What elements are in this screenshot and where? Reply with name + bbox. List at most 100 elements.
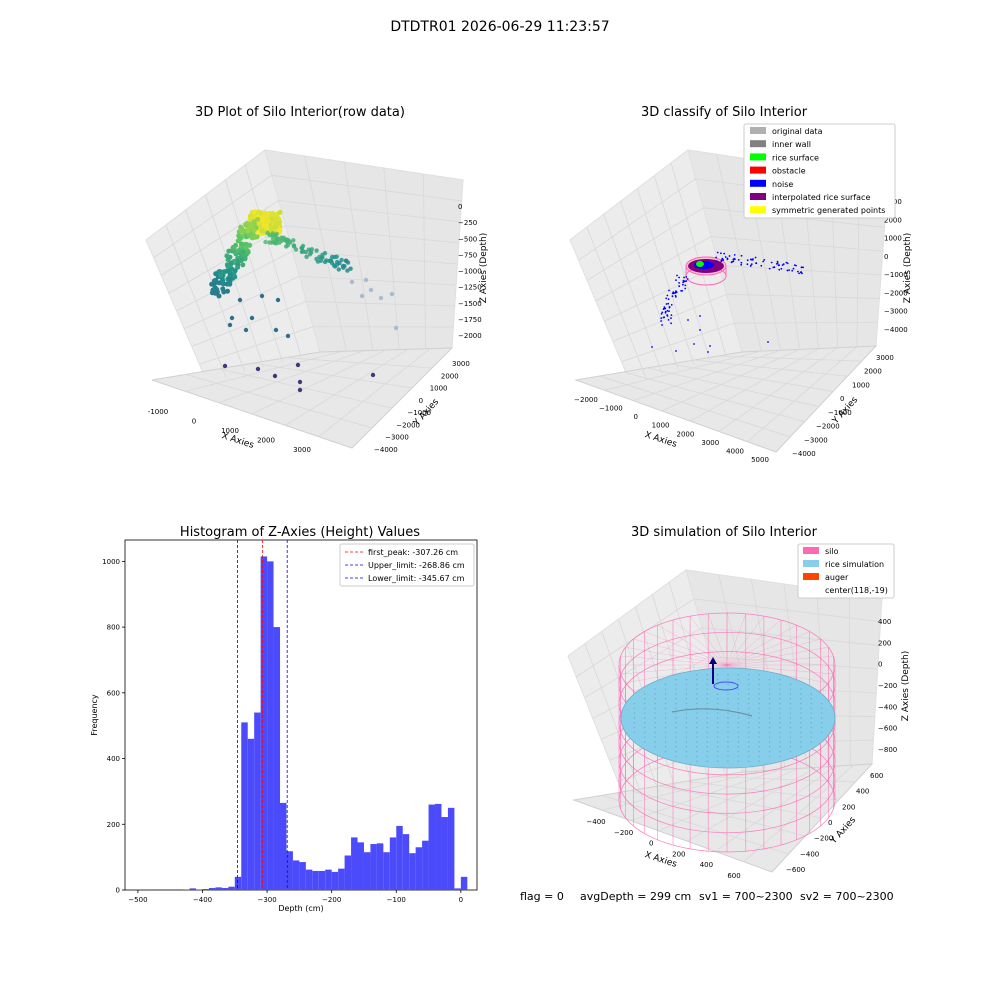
histogram-bar [305,869,313,890]
noise-point [663,316,666,319]
grid-line [165,224,227,378]
classify-3d-title: 3D classify of Silo Interior [641,105,808,120]
legend-label: rice surface [772,153,819,162]
noise-point [675,279,677,281]
data-point [213,271,219,277]
noise-point [670,317,672,319]
data-point [247,232,252,238]
rice-mesh-point [800,722,802,724]
data-point [259,293,265,299]
rice-mesh-point [789,693,792,695]
rice-mesh-point [685,702,688,705]
z_ticks-tick: −250 [458,219,477,227]
rice-mesh-point [727,726,729,729]
x_ticks-tick: 1000 [221,427,239,435]
grid-line [604,350,762,391]
grid-line [285,348,409,426]
simulation-panel: 3D simulation of Silo Interior −400 −200 0… [566,525,911,880]
z_ticks-tick: −1250 [458,284,482,292]
rice-mesh-point [789,707,792,710]
legend-swatch [750,166,766,174]
raw-grid [153,155,462,437]
classify-x-label: X Axies [643,430,678,450]
data-point [211,280,217,286]
grid-line [661,349,800,412]
grid-line [383,167,400,350]
rice-mesh-point [758,741,760,743]
noise-point [773,266,776,269]
rice-mesh-point [737,760,740,762]
grid-line [734,321,878,324]
rice-mesh-point [685,683,688,686]
rice-mesh-point [748,717,750,719]
x_ticks-tick: 200 [672,850,685,858]
data-point [277,209,283,215]
y-tick-label: 400 [107,755,120,763]
data-point [274,217,280,223]
histogram-y-label: Frequency [90,694,99,736]
rice-mesh-point [654,726,656,729]
data-point [300,249,306,254]
histogram-bar [157,889,164,890]
legend-label: auger [825,573,849,582]
noise-point [760,264,763,267]
y_ticks-tick: 200 [842,803,855,811]
rice-mesh-point [768,736,771,738]
rice-mesh-point [768,722,771,724]
rice-mesh-point [696,741,698,743]
x_ticks-tick: −400 [586,818,605,826]
rice-mesh-point [748,712,750,714]
x-tick-label: 0 [459,896,463,904]
rice-mesh-point [810,741,812,743]
noise-point [699,315,701,317]
rice-mesh-point [820,717,823,719]
rice-mesh-point [800,731,802,734]
rice-mesh-point [675,678,677,681]
rice-mesh-point [633,702,636,705]
rice-mesh-point [644,736,646,738]
y-tick-label: 200 [107,821,120,829]
noise-point [763,259,766,261]
grid-line [658,768,798,832]
histogram-bar [312,870,319,890]
data-point [229,315,235,321]
rice-mesh-point [800,707,802,710]
rice-mesh-point [748,755,750,758]
noise-point [684,284,687,287]
data-point [269,216,275,222]
grid-line [423,173,426,349]
rice-mesh-point [758,731,760,734]
rice-mesh-point [779,726,781,729]
data-point [235,238,241,244]
simulation-y-label: Y Axies [828,815,858,847]
noise-point [665,303,668,305]
noise-point [750,263,753,265]
rice-mesh-point [644,712,646,714]
z_ticks-tick: −1000 [458,268,482,276]
rice-mesh-point [748,698,750,700]
rice-mesh-point [768,698,771,700]
rice-mesh-point [737,755,740,758]
rice-mesh-point [768,712,771,714]
rice-mesh-point [727,760,729,762]
z_ticks-tick: −1500 [458,300,482,308]
z_ticks-tick: −750 [458,251,477,259]
grid-line [584,643,643,798]
grid-line [716,154,762,352]
noise-point [663,306,666,309]
rice-mesh-point [633,712,636,714]
rice-mesh-point [654,741,656,743]
data-point [307,252,313,257]
rice-mesh-point [716,726,719,729]
x_ticks-tick: 1000 [652,422,670,430]
grid-line [343,161,374,351]
noise-point [666,314,668,316]
rice-mesh-point [706,755,708,758]
histogram-bar [234,876,242,890]
data-point [251,215,257,221]
grid-line [657,785,823,819]
data-point [304,254,309,259]
y_ticks-tick: 2000 [441,372,459,380]
rice-mesh-point [727,736,729,738]
rice-mesh-point [748,693,750,695]
